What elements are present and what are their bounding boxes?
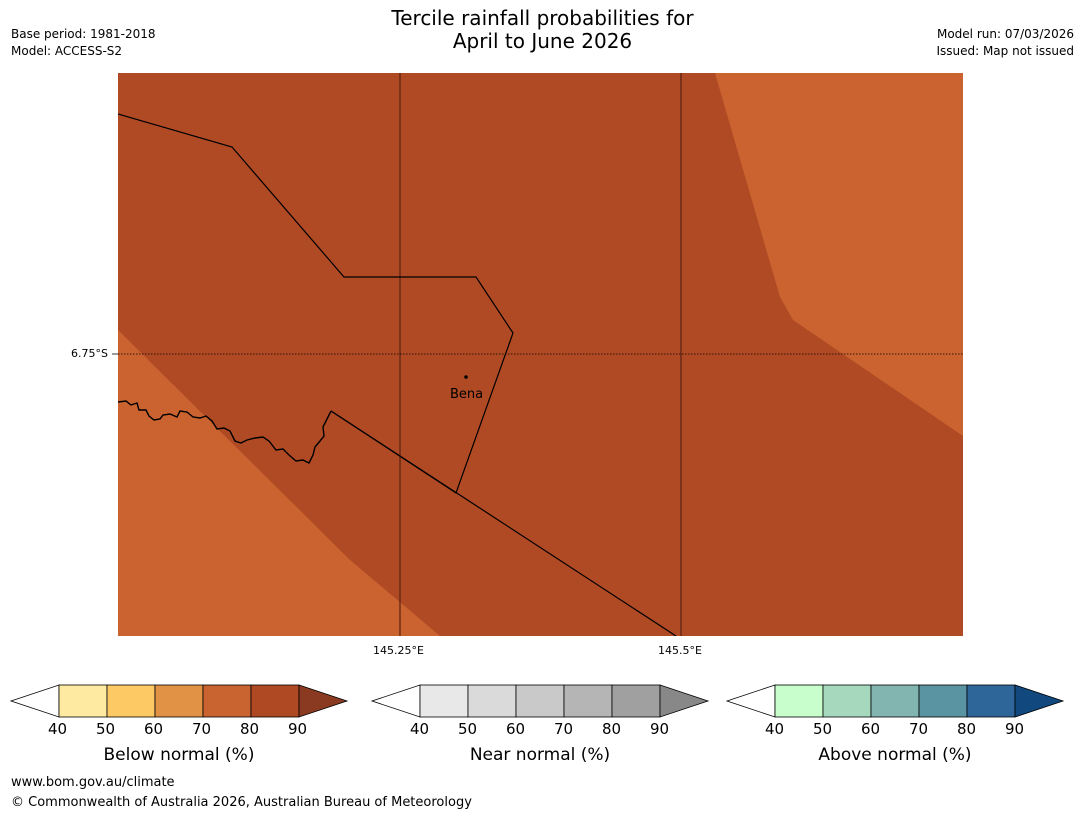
base-period-text: Base period: 1981-2018	[11, 27, 156, 41]
colorbar-above-swatch-1	[774, 684, 824, 718]
colorbar-below-tick: 90	[288, 720, 308, 738]
colorbar-below-high-arrow	[298, 684, 349, 718]
colorbar-near-low-arrow	[370, 684, 421, 718]
run-info: Model run: 07/03/2026 Issued: Map not is…	[936, 26, 1074, 60]
colorbar-above-tick: 80	[957, 720, 977, 738]
colorbar-below-title: Below normal (%)	[103, 745, 255, 765]
colorbar-below-swatch-3	[154, 684, 204, 718]
colorbar-near-swatch-4	[563, 684, 613, 718]
colorbar-below-tick: 70	[192, 720, 212, 738]
colorbar-below-swatch-2	[106, 684, 156, 718]
place-label-bena: Bena	[450, 387, 484, 402]
colorbar-near-tick: 70	[554, 720, 574, 738]
copyright-text: © Commonwealth of Australia 2026, Austra…	[11, 795, 472, 810]
bom-climate-link[interactable]: www.bom.gov.au/climate	[11, 775, 175, 790]
colorbar-above-swatch-5	[966, 684, 1016, 718]
southern-border	[330, 410, 677, 636]
colorbar-below-tick: 60	[144, 720, 164, 738]
model-run-text: Model run: 07/03/2026	[936, 27, 1074, 41]
colorbar-above-tick: 60	[861, 720, 881, 738]
model-text: Model: ACCESS-S2	[11, 44, 123, 58]
colorbar-below-low-arrow	[9, 684, 60, 718]
colorbar-below-tick: 50	[96, 720, 116, 738]
colorbar-near-tick: 90	[650, 720, 670, 738]
colorbar-above-tick: 70	[909, 720, 929, 738]
colorbar-below-swatch-4	[202, 684, 252, 718]
longitude-label-145-25: 145.25°E	[373, 644, 424, 657]
river-coastline	[118, 400, 332, 464]
colorbar-above-high-arrow	[1014, 684, 1065, 718]
colorbar-above-tick: 90	[1005, 720, 1025, 738]
issued-text: Issued: Map not issued	[936, 44, 1074, 58]
colorbar-near-tick: 60	[506, 720, 526, 738]
colorbar-above-title: Above normal (%)	[818, 745, 972, 765]
colorbar-near-swatch-3	[515, 684, 565, 718]
colorbar-above-swatch-2	[822, 684, 872, 718]
colorbar-below-tick: 80	[240, 720, 260, 738]
longitude-label-145-5: 145.5°E	[658, 644, 702, 657]
colorbar-near-high-arrow	[659, 684, 710, 718]
colorbar-below	[9, 684, 349, 718]
bena-location-marker	[464, 375, 468, 379]
colorbar-below-swatch-1	[58, 684, 108, 718]
title-line-1: Tercile rainfall probabilities for	[391, 6, 694, 30]
colorbar-near-tick: 80	[602, 720, 622, 738]
latitude-label: 6.75°S	[71, 347, 108, 360]
colorbar-near-swatch-5	[611, 684, 661, 718]
colorbar-near-swatch-2	[467, 684, 517, 718]
colorbar-above-swatch-3	[870, 684, 920, 718]
page-title: Tercile rainfall probabilities for April…	[0, 7, 1085, 53]
colorbar-near-tick: 50	[458, 720, 478, 738]
colorbar-below-swatch-5	[250, 684, 300, 718]
colorbar-above-tick: 40	[765, 720, 785, 738]
colorbar-above-low-arrow	[725, 684, 776, 718]
colorbar-near-tick: 40	[410, 720, 430, 738]
colorbar-below-tick: 40	[48, 720, 68, 738]
colorbar-near	[370, 684, 710, 718]
colorbar-above	[725, 684, 1065, 718]
colorbar-near-swatch-1	[419, 684, 469, 718]
light-region-southwest	[118, 330, 440, 636]
colorbar-above-tick: 50	[813, 720, 833, 738]
colorbar-near-title: Near normal (%)	[469, 745, 611, 765]
model-info: Base period: 1981-2018 Model: ACCESS-S2	[11, 26, 156, 60]
title-line-2: April to June 2026	[452, 29, 633, 53]
colorbar-above-swatch-4	[918, 684, 968, 718]
light-region-east	[715, 73, 963, 436]
